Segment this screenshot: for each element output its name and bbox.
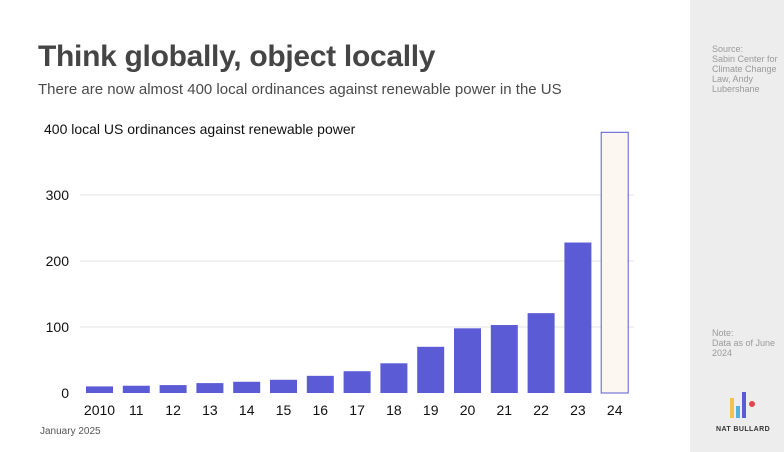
y-tick-label: 300 (46, 187, 70, 203)
x-axis-ticks: 2010 11 12 13 14 15 16 17 18 19 20 21 22 23 24 (84, 402, 623, 418)
sidebar (690, 0, 784, 452)
bar (564, 242, 592, 393)
bar-highlight (600, 131, 629, 394)
bar-chart: 400 local US ordinances against renewabl… (44, 121, 634, 418)
source-text: Sabin Center for Climate Change Law, And… (712, 54, 778, 94)
x-tick-label: 15 (276, 402, 292, 418)
bar (306, 375, 334, 393)
x-tick-label: 14 (239, 402, 255, 418)
x-tick-label: 21 (497, 402, 513, 418)
source-heading: Source: (712, 44, 744, 54)
bar (270, 379, 297, 393)
page-subtitle: There are now almost 400 local ordinance… (38, 81, 562, 98)
x-tick-label: 20 (460, 402, 476, 418)
y-tick-label: 0 (61, 385, 69, 401)
bar (233, 381, 261, 393)
bar (490, 325, 518, 393)
y-axis-ticks: 0 100 200 300 (46, 187, 70, 401)
x-tick-label: 24 (607, 402, 623, 418)
x-tick-label: 23 (570, 402, 586, 418)
page-title: Think globally, object locally (38, 40, 436, 73)
main-panel: Think globally, object locally There are… (38, 40, 634, 437)
x-tick-label: 17 (349, 402, 365, 418)
bar (159, 385, 187, 393)
bars (86, 131, 629, 394)
bar (86, 386, 113, 393)
bar (122, 385, 150, 393)
bar (380, 363, 408, 393)
chart-title: 400 local US ordinances against renewabl… (44, 121, 356, 137)
note-text: Data as of June 2024 (712, 338, 776, 358)
bar (527, 313, 555, 393)
brand-logo-text: NAT BULLARD (716, 426, 771, 433)
bar (343, 371, 371, 393)
bar (454, 328, 481, 393)
footer-date: January 2025 (40, 426, 101, 437)
data-note: Note: Data as of June 2024 (712, 328, 782, 358)
x-tick-label: 18 (386, 402, 402, 418)
y-tick-label: 100 (46, 319, 70, 335)
gridlines (80, 194, 634, 328)
x-tick-label: 22 (533, 402, 549, 418)
x-tick-label: 19 (423, 402, 439, 418)
x-tick-label: 16 (313, 402, 329, 418)
bar (196, 383, 224, 393)
x-tick-label: 2010 (84, 402, 115, 418)
y-tick-label: 200 (46, 253, 70, 269)
source-note: Source: Sabin Center for Climate Change … (712, 44, 782, 94)
note-heading: Note: (712, 328, 734, 338)
brand-logo-icon (730, 392, 755, 418)
bar (417, 346, 445, 393)
x-tick-label: 12 (165, 402, 181, 418)
x-tick-label: 11 (129, 402, 144, 418)
x-tick-label: 13 (202, 402, 218, 418)
